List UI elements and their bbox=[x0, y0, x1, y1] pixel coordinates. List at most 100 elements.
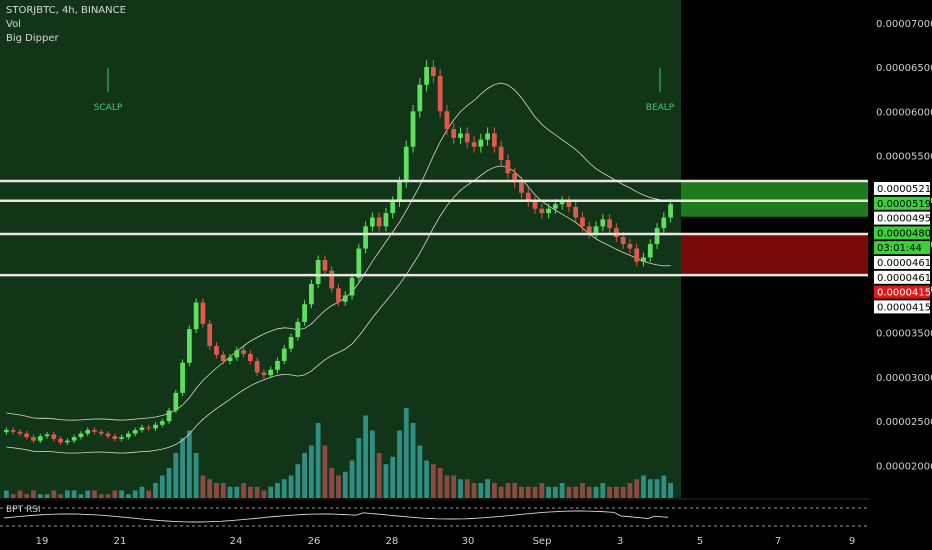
candle-body bbox=[126, 433, 131, 438]
volume-bar bbox=[214, 483, 219, 498]
candle-body bbox=[410, 111, 416, 147]
volume-bar bbox=[654, 479, 660, 498]
price-tag-label: 0.00004150 bbox=[877, 302, 932, 313]
volume-bar bbox=[342, 471, 348, 498]
candle-body bbox=[159, 421, 165, 425]
candle-body bbox=[444, 111, 450, 130]
price-tag-label: 0.00004614 bbox=[877, 258, 932, 269]
candle-body bbox=[58, 438, 63, 443]
lower-band-line bbox=[6, 165, 671, 454]
candle-body bbox=[295, 322, 301, 338]
candle-body bbox=[220, 354, 226, 361]
candle-body bbox=[105, 433, 111, 437]
volume-bar bbox=[641, 475, 646, 498]
candle-body bbox=[302, 304, 307, 323]
candle-body bbox=[241, 350, 246, 354]
volume-bar bbox=[661, 475, 667, 498]
candle-body bbox=[519, 182, 524, 193]
candle-body bbox=[383, 213, 389, 227]
volume-bar bbox=[349, 460, 355, 498]
price-tag-label: 0.00005194 bbox=[877, 199, 932, 210]
volume-bar bbox=[553, 486, 558, 498]
candle-body bbox=[390, 201, 396, 214]
candle-body bbox=[607, 219, 612, 229]
candle-body bbox=[65, 440, 70, 443]
volume-bar bbox=[132, 490, 138, 498]
candle-body bbox=[417, 84, 423, 112]
volume-bar bbox=[485, 479, 490, 498]
price-tag-label: 0.00005213 bbox=[877, 184, 932, 195]
volume-bar bbox=[363, 415, 368, 498]
volume-bar bbox=[10, 494, 16, 498]
candle-body bbox=[173, 392, 179, 411]
volume-bar bbox=[383, 464, 389, 498]
candle-body bbox=[525, 192, 531, 202]
rsi-label: BPT RSI bbox=[6, 505, 41, 515]
price-tag bbox=[874, 226, 930, 240]
x-axis-tick-label: 3 bbox=[617, 536, 623, 547]
volume-bar bbox=[431, 464, 436, 498]
volume-bar bbox=[288, 475, 294, 498]
candle-body bbox=[275, 360, 280, 370]
candle-body bbox=[586, 226, 592, 234]
volume-bar bbox=[309, 445, 314, 498]
y-axis-tick-label: 0.00003500 bbox=[876, 329, 932, 340]
volume-bar bbox=[322, 445, 328, 498]
volume-indicator-label[interactable]: Vol bbox=[6, 19, 21, 30]
volume-bar bbox=[17, 490, 23, 498]
candle-body bbox=[600, 219, 606, 227]
volume-bar bbox=[370, 430, 375, 498]
volume-bar bbox=[281, 479, 287, 498]
symbol-label[interactable]: STORJBTC, 4h, BINANCE bbox=[6, 5, 126, 16]
candle-body bbox=[92, 430, 97, 432]
volume-bar bbox=[227, 486, 233, 498]
volume-bar bbox=[254, 486, 260, 498]
volume-bar bbox=[119, 490, 124, 498]
candle-body bbox=[512, 173, 518, 183]
candle-body bbox=[532, 201, 538, 209]
candle-body bbox=[580, 217, 585, 227]
candle-body bbox=[180, 362, 185, 393]
x-axis-tick-label: 21 bbox=[114, 536, 127, 547]
volume-bar bbox=[37, 494, 43, 498]
candle-body bbox=[498, 146, 504, 160]
candle-body bbox=[661, 217, 667, 229]
stop-zone bbox=[681, 234, 868, 276]
candle-body bbox=[78, 433, 84, 438]
x-axis-tick-label: 28 bbox=[386, 536, 399, 547]
candle-body bbox=[4, 430, 9, 433]
volume-bar bbox=[112, 490, 118, 498]
target-zone bbox=[681, 180, 868, 217]
volume-bar bbox=[329, 468, 335, 498]
candle-body bbox=[566, 201, 572, 207]
volume-bar bbox=[607, 486, 612, 498]
volume-bar bbox=[248, 486, 253, 498]
volume-bar bbox=[498, 486, 504, 498]
volume-bar bbox=[153, 483, 158, 498]
candle-body bbox=[641, 257, 646, 262]
candle-body bbox=[193, 302, 199, 330]
price-tag bbox=[874, 211, 930, 225]
candle-body bbox=[356, 248, 362, 278]
volume-bar bbox=[566, 486, 572, 498]
candle-body bbox=[397, 182, 402, 202]
candle-body bbox=[559, 201, 565, 205]
price-tag-label: 0.00004150 bbox=[877, 288, 932, 299]
candle-body bbox=[593, 226, 599, 234]
volume-bar bbox=[207, 479, 213, 498]
volume-bar bbox=[193, 453, 199, 498]
volume-bar bbox=[51, 490, 57, 498]
volume-bar bbox=[261, 490, 267, 498]
x-axis-tick-label: 9 bbox=[849, 536, 855, 547]
volume-bar bbox=[65, 490, 70, 498]
candle-body bbox=[370, 217, 375, 227]
candle-body bbox=[268, 369, 274, 376]
volume-bar bbox=[44, 494, 50, 498]
volume-bar bbox=[437, 468, 443, 498]
big-dipper-indicator-label[interactable]: Big Dipper bbox=[6, 33, 59, 44]
candle-body bbox=[668, 204, 673, 218]
volume-bar bbox=[78, 494, 84, 498]
candle-body bbox=[376, 217, 382, 227]
candle-body bbox=[315, 260, 321, 284]
